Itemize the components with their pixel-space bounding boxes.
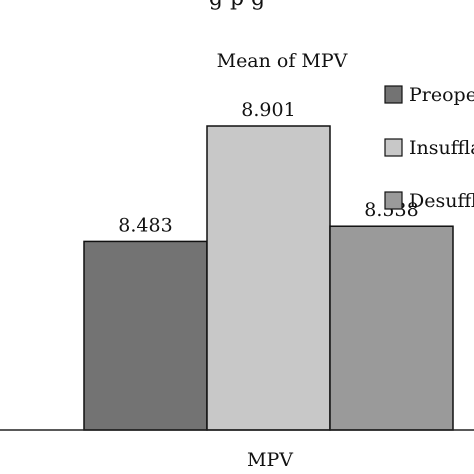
value-label-3: 8.538 [364,199,418,221]
cut-top-text: g p g [0,0,474,11]
bar-3 [329,225,454,431]
bars-group [83,125,454,431]
value-labels-group: 8.483 8.901 8.538 [118,99,418,236]
bar-1 [83,240,208,431]
legend-swatch-3 [384,191,403,210]
legend-label-1: Preope [409,84,474,106]
value-label-1: 8.483 [118,214,172,236]
legend-swatch-2 [384,138,403,157]
bar-2 [206,125,331,431]
value-label-2: 8.901 [241,99,295,121]
legend-label-2: Insuffla [409,137,474,159]
legend: Preope Insuffla Desuffl [384,84,474,212]
x-axis-label: MPV [247,449,293,471]
chart-title: Mean of MPV [217,50,348,72]
legend-label-3: Desuffl [409,190,474,212]
legend-swatch-1 [384,85,403,104]
